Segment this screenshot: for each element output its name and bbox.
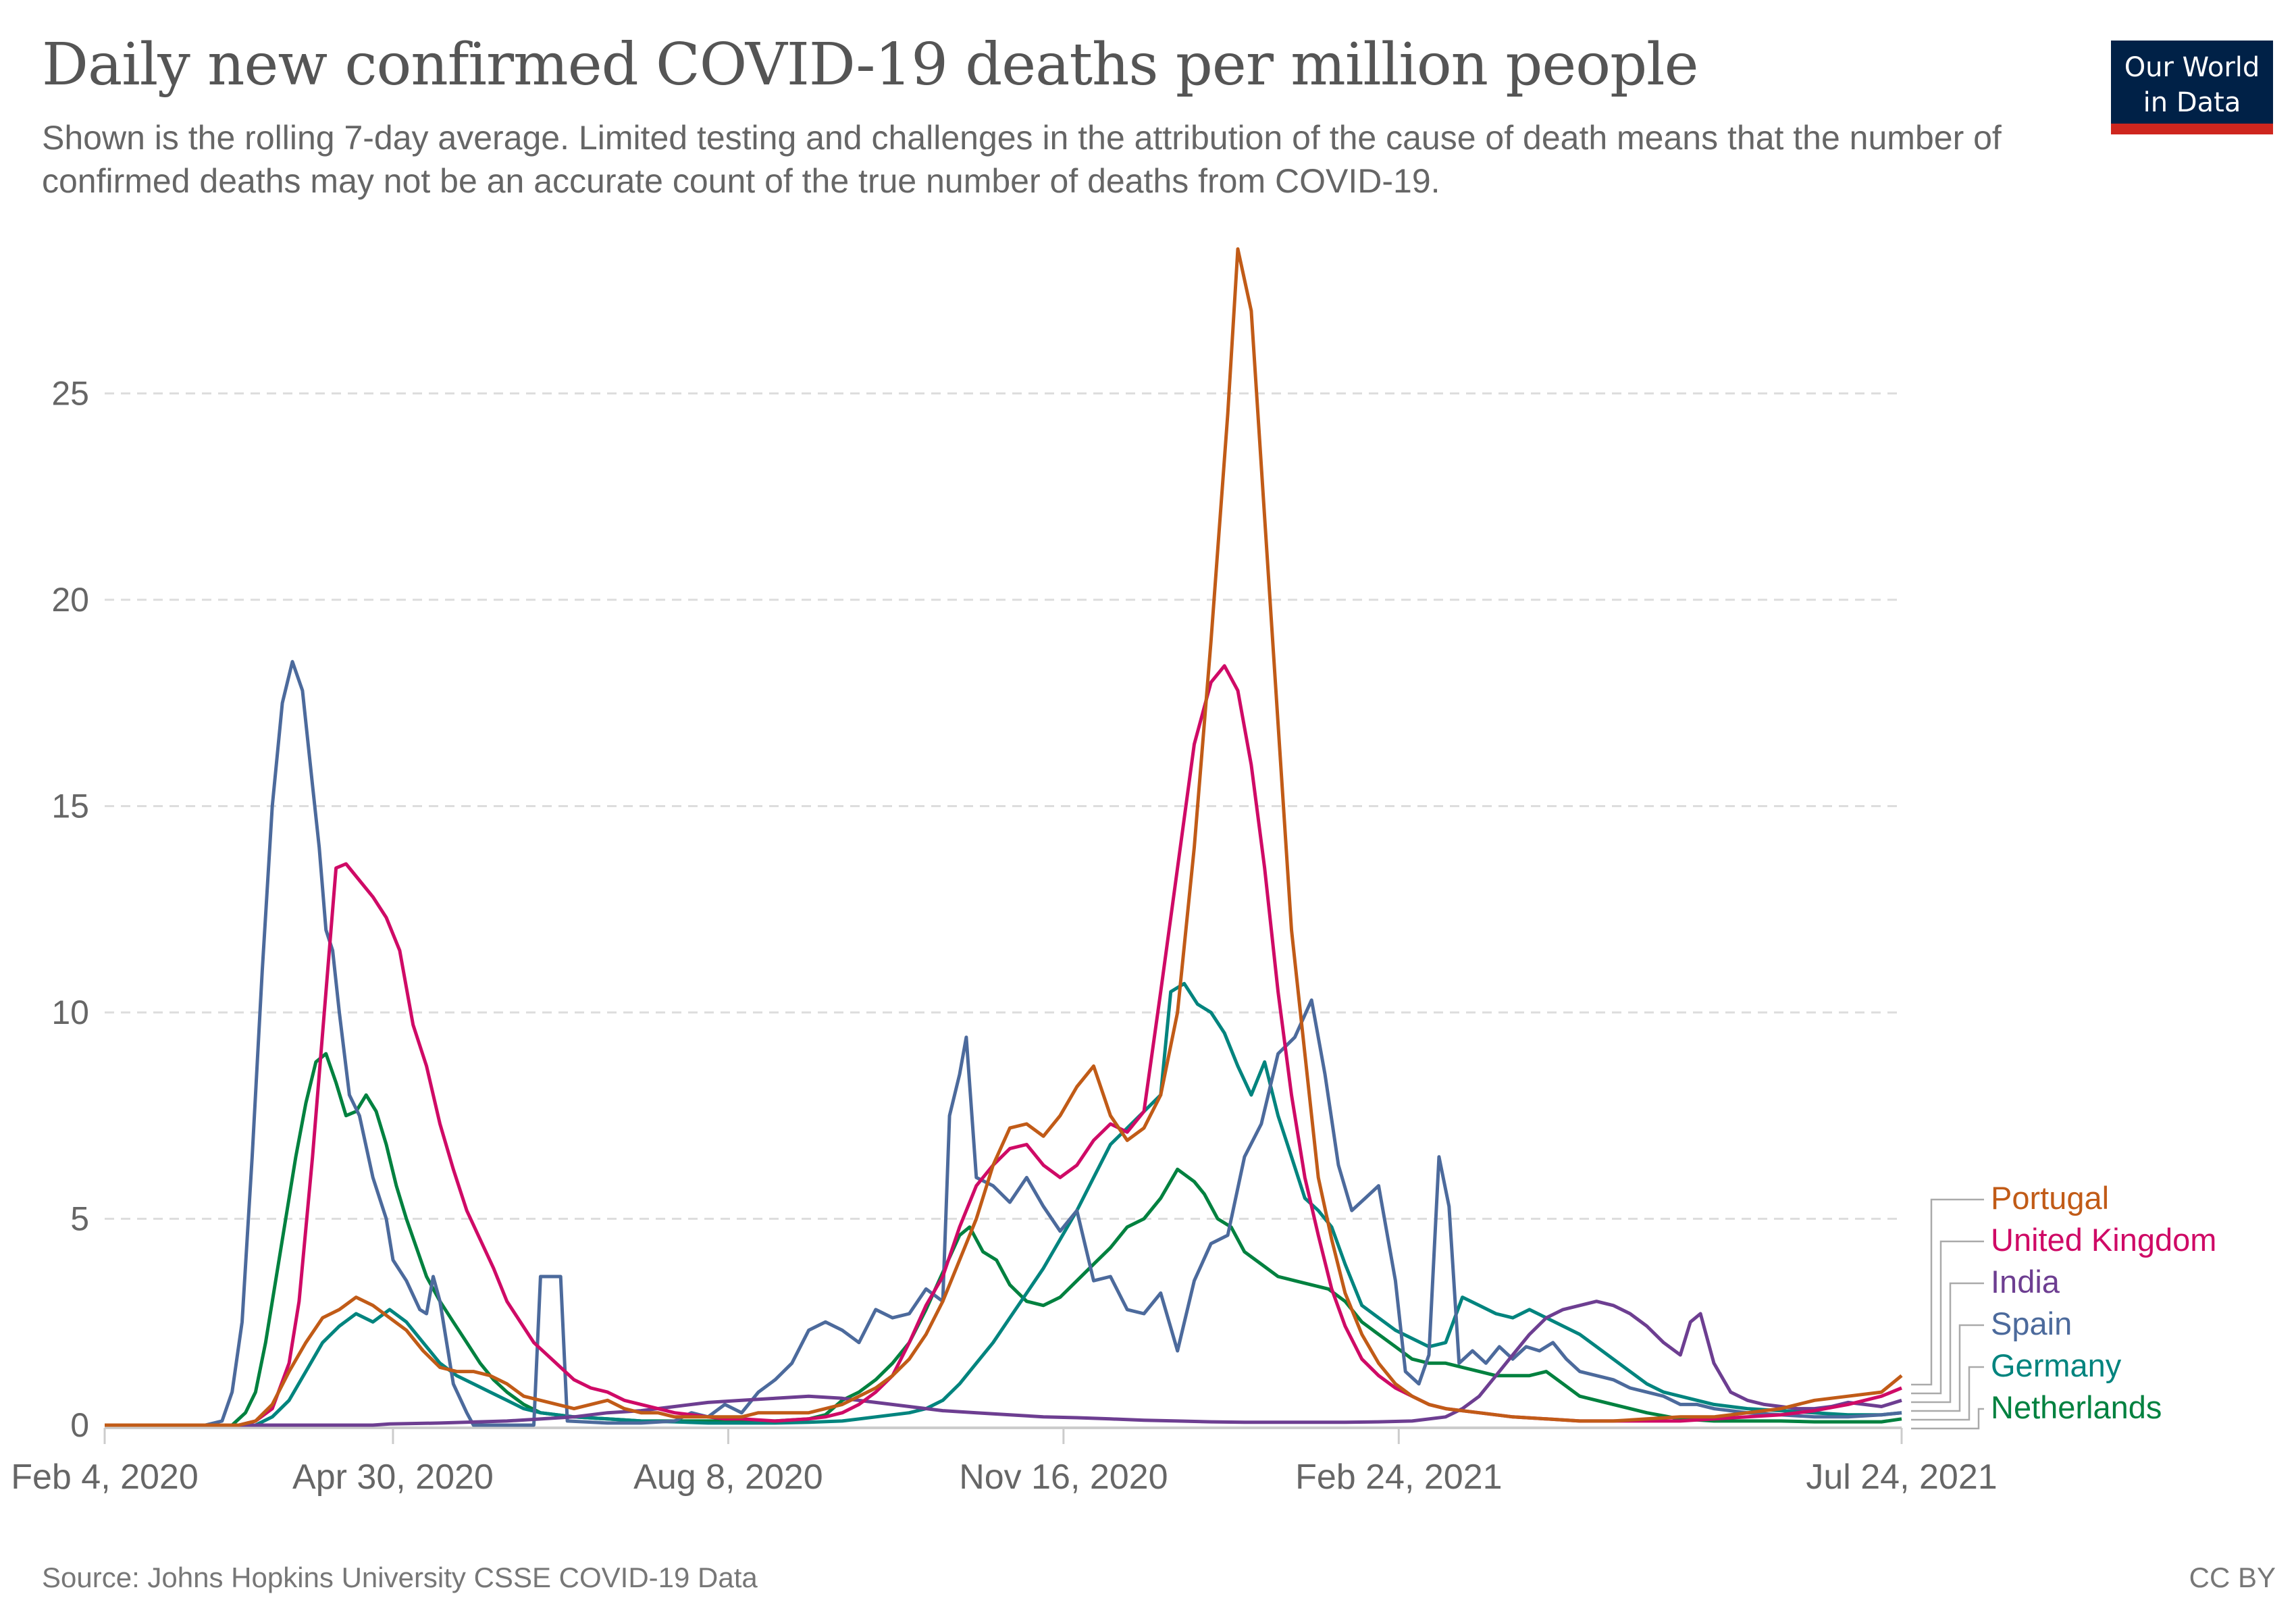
legend-label-india: India <box>1991 1264 2060 1300</box>
legend-label-spain: Spain <box>1991 1306 2072 1341</box>
legend-connector <box>1911 1282 1984 1404</box>
x-axis: Feb 4, 2020 Apr 30, 2020 Aug 8, 2020 Nov 16… <box>11 1426 1998 1497</box>
legend: Portugal United Kingdom India Spain Germany N… <box>1911 1180 2216 1430</box>
x-tick-label: Aug 8, 2020 <box>633 1458 823 1497</box>
y-tick-label: 25 <box>51 375 89 413</box>
license-link[interactable]: CC BY <box>2189 1562 2276 1593</box>
y-tick-label: 0 <box>70 1406 89 1444</box>
source-note[interactable]: Source: Johns Hopkins University CSSE CO… <box>42 1562 758 1593</box>
legend-connector <box>1911 1324 1984 1412</box>
logo-line-1: Our World <box>2124 52 2260 83</box>
series-line-netherlands <box>105 1052 1902 1427</box>
x-tick-label: Feb 4, 2020 <box>11 1458 199 1497</box>
y-axis-ticks: 0 5 10 15 20 25 <box>51 375 89 1445</box>
x-tick-label: Jul 24, 2021 <box>1806 1458 1997 1497</box>
owid-logo[interactable]: Our World in Data <box>2111 41 2273 134</box>
series-lines <box>105 247 1903 1427</box>
legend-connector <box>1911 1408 1984 1430</box>
logo-accent-bar <box>2111 124 2273 134</box>
legend-label-united-kingdom: United Kingdom <box>1991 1222 2216 1258</box>
legend-label-netherlands: Netherlands <box>1991 1389 2162 1425</box>
legend-label-portugal: Portugal <box>1991 1180 2109 1216</box>
y-tick-label: 15 <box>51 788 89 825</box>
series-line-portugal <box>105 247 1903 1427</box>
legend-label-germany: Germany <box>1991 1347 2122 1383</box>
series-line-united-kingdom <box>105 664 1902 1427</box>
legend-connector <box>1911 1198 1984 1386</box>
y-tick-label: 20 <box>51 581 89 619</box>
legend-connector <box>1911 1240 1984 1395</box>
logo-line-2: in Data <box>2143 87 2241 118</box>
x-tick-label: Feb 24, 2021 <box>1295 1458 1502 1497</box>
x-tick-label: Apr 30, 2020 <box>292 1458 494 1497</box>
gridlines <box>105 392 1902 1220</box>
y-tick-label: 5 <box>70 1200 89 1238</box>
chart-title: Daily new confirmed COVID-19 deaths per … <box>42 31 1699 99</box>
series-line-spain <box>105 660 1902 1427</box>
legend-connector <box>1911 1366 1984 1421</box>
chart-subtitle: Shown is the rolling 7-day average. Limi… <box>42 119 2002 200</box>
x-tick-label: Nov 16, 2020 <box>959 1458 1168 1497</box>
y-tick-label: 10 <box>51 994 89 1031</box>
series-line-germany <box>105 981 1902 1427</box>
series-line-india <box>105 1300 1902 1427</box>
